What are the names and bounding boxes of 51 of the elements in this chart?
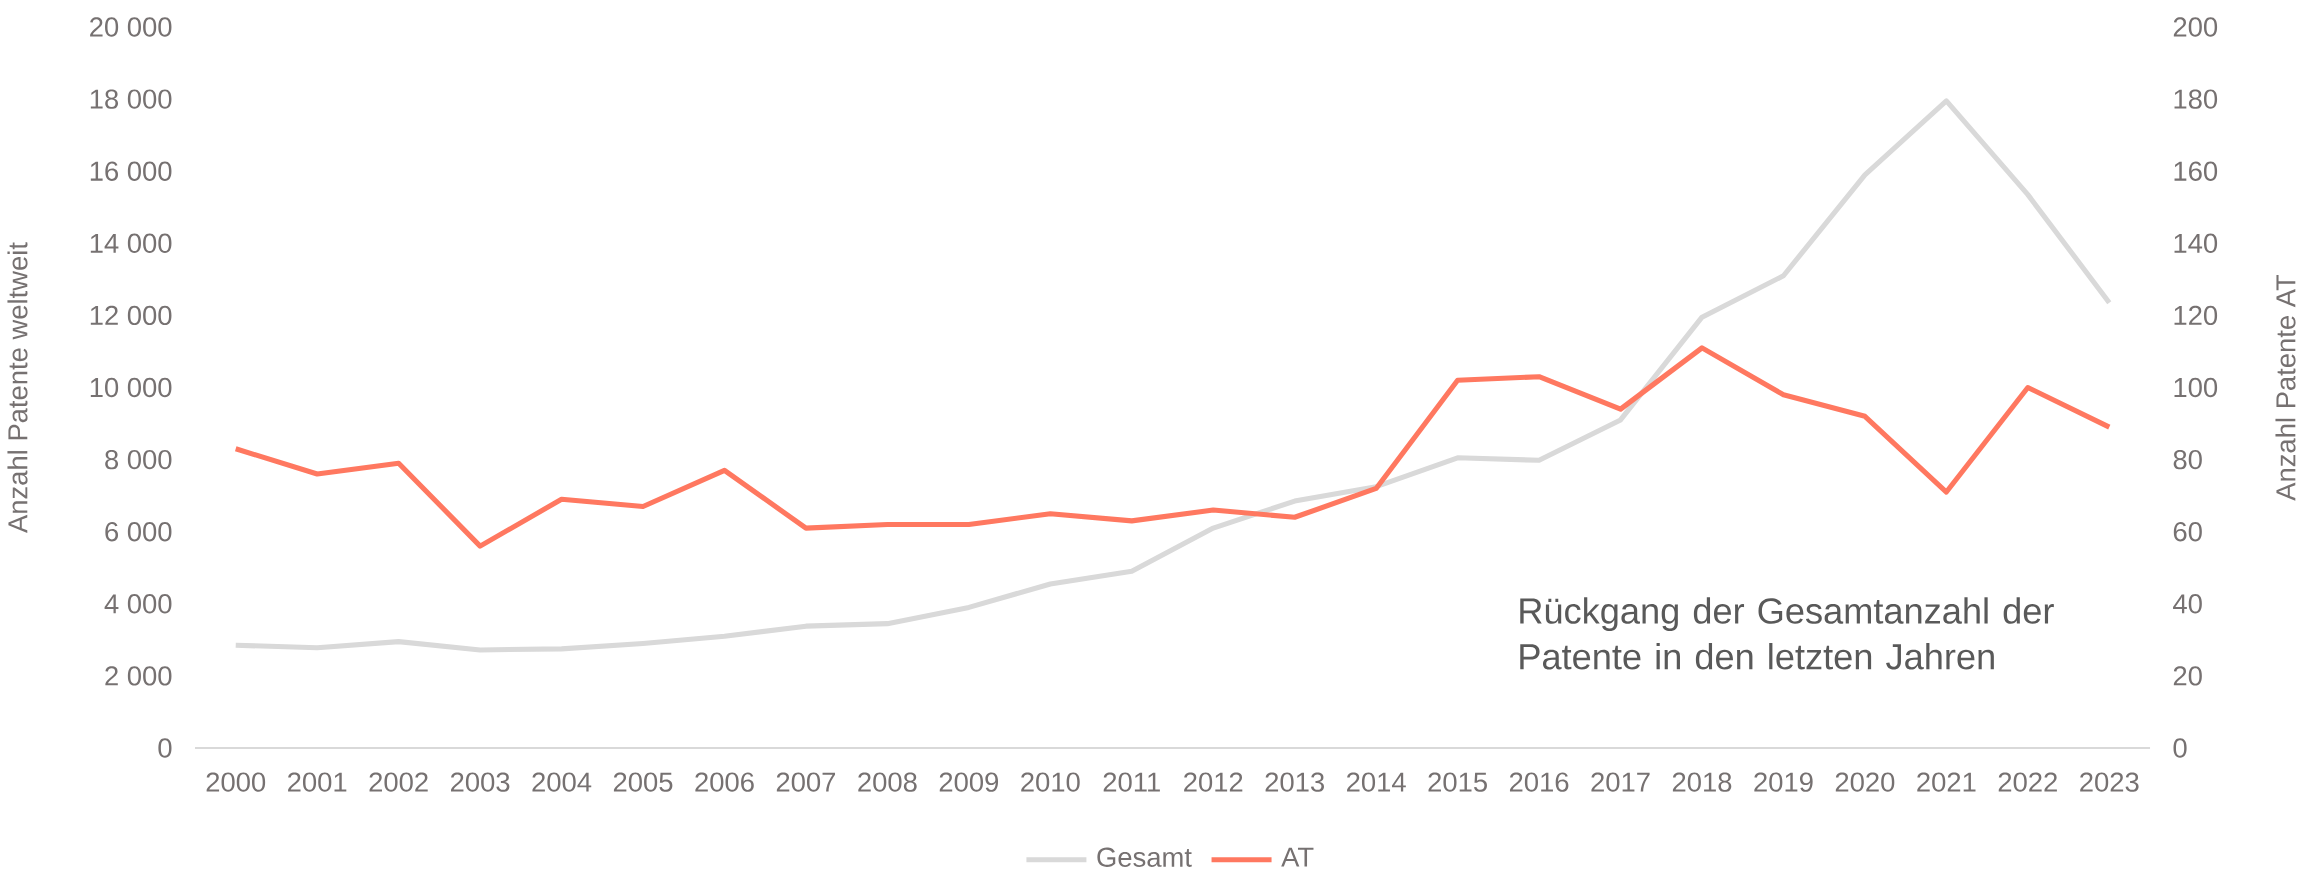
x-tick-label: 2021 <box>1917 772 1976 792</box>
y2-axis-title: Anzahl Patente AT <box>2275 274 2296 501</box>
legend-label: Gesamt <box>1097 847 1192 867</box>
x-tick-label: 2023 <box>2080 772 2139 792</box>
y-tick-label: 14 000 <box>90 233 172 254</box>
y2-tick-label: 80 <box>2173 449 2202 470</box>
y-tick-label: 10 000 <box>90 377 172 398</box>
x-tick-label: 2008 <box>858 772 917 792</box>
x-tick-label: 2010 <box>1021 772 1080 792</box>
y2-tick-label: 160 <box>2174 161 2218 181</box>
x-tick-label: 2018 <box>1672 772 1732 792</box>
x-tick-label: 2007 <box>776 772 836 792</box>
y-tick-label: 12 000 <box>90 305 172 326</box>
y-tick-label: 8 000 <box>105 449 172 470</box>
x-tick-label: 2014 <box>1347 772 1406 792</box>
x-tick-label: 2017 <box>1591 772 1650 792</box>
x-tick-label: 2015 <box>1428 772 1487 792</box>
x-tick-label: 2019 <box>1754 772 1813 792</box>
y2-tick-label: 0 <box>2173 738 2187 758</box>
y-tick-label: 2 000 <box>105 666 172 686</box>
y2-tick-label: 140 <box>2174 233 2218 254</box>
x-tick-label: 2006 <box>695 772 754 792</box>
y2-tick-label: 60 <box>2173 522 2202 542</box>
x-tick-label: 2004 <box>532 772 592 792</box>
y-tick-label: 0 <box>158 738 172 758</box>
y-tick-label: 18 000 <box>90 89 172 109</box>
x-tick-label: 2000 <box>206 772 266 792</box>
x-tick-label: 2009 <box>939 772 999 792</box>
y2-tick-label: 200 <box>2173 17 2218 37</box>
x-tick-label: 2005 <box>613 772 673 792</box>
y-axis-title: Anzahl Patente weltweit <box>7 242 28 533</box>
y2-tick-label: 100 <box>2174 377 2218 398</box>
x-tick-label: 2016 <box>1509 772 1569 792</box>
x-tick-label: 2011 <box>1103 772 1160 792</box>
y2-tick-label: 120 <box>2174 305 2218 326</box>
x-tick-label: 2012 <box>1184 772 1243 792</box>
x-tick-label: 2022 <box>1998 772 2057 792</box>
x-tick-label: 2013 <box>1265 772 1324 792</box>
y-tick-label: 20 000 <box>90 17 172 37</box>
x-tick-label: 2003 <box>450 772 510 792</box>
y-tick-label: 6 000 <box>105 522 172 542</box>
y2-tick-label: 180 <box>2174 89 2218 109</box>
legend-label: AT <box>1281 847 1314 867</box>
x-tick-label: 2001 <box>288 772 347 792</box>
y2-tick-label: 20 <box>2173 666 2202 686</box>
y2-tick-label: 40 <box>2173 594 2202 614</box>
y-tick-label: 16 000 <box>90 161 172 181</box>
x-tick-label: 2020 <box>1835 772 1895 792</box>
annotation: Rückgang der Gesamtanzahl der Patente in den letzten Jahren <box>1520 597 2054 670</box>
y-tick-label: 4 000 <box>104 594 172 614</box>
x-tick-label: 2002 <box>369 772 428 792</box>
